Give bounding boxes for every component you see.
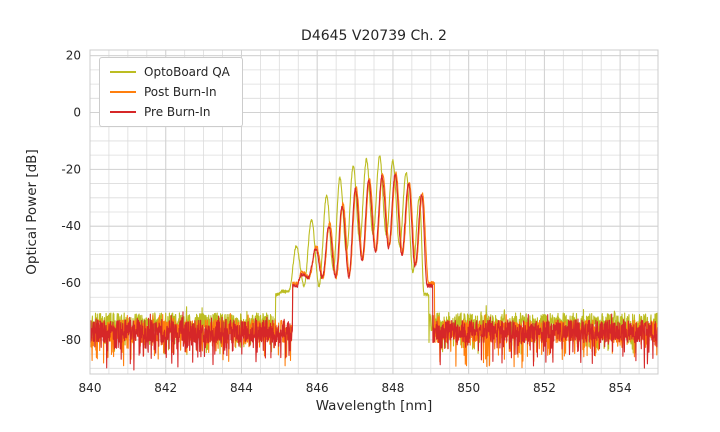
legend-label: Pre Burn-In — [144, 105, 211, 119]
x-tick-label: 844 — [230, 381, 253, 395]
y-tick-label: -60 — [61, 276, 81, 290]
legend-item: OptoBoard QA — [110, 65, 230, 79]
x-tick-label: 854 — [609, 381, 632, 395]
x-tick-label: 852 — [533, 381, 556, 395]
x-tick-label: 846 — [306, 381, 329, 395]
x-tick-label: 848 — [381, 381, 404, 395]
y-tick-label: -40 — [61, 219, 81, 233]
spectra-curves — [90, 155, 658, 371]
y-tick-label: -80 — [61, 333, 81, 347]
legend-item: Pre Burn-In — [110, 105, 230, 119]
y-tick-label: -20 — [61, 162, 81, 176]
legend: OptoBoard QA Post Burn-In Pre Burn-In — [99, 57, 243, 127]
legend-line-swatch — [110, 91, 136, 93]
x-tick-label: 842 — [154, 381, 177, 395]
y-axis-label: Optical Power [dB] — [24, 149, 40, 275]
x-tick-label: 840 — [79, 381, 102, 395]
legend-item: Post Burn-In — [110, 85, 230, 99]
x-axis-label: Wavelength [nm] — [315, 398, 433, 414]
legend-label: OptoBoard QA — [144, 65, 230, 79]
legend-line-swatch — [110, 111, 136, 113]
legend-label: Post Burn-In — [144, 85, 217, 99]
y-tick-label: 20 — [66, 49, 81, 63]
y-tick-label: 0 — [73, 106, 81, 120]
tick-labels: 840 842 844 846 848 850 852 854 20 0 -20 -40 -60 -80 — [61, 49, 631, 395]
legend-line-swatch — [110, 71, 136, 73]
axes-border — [89, 49, 659, 375]
series-line-pre-burn-in — [90, 173, 658, 371]
x-tick-label: 850 — [457, 381, 480, 395]
chart-title: D4645 V20739 Ch. 2 — [301, 28, 447, 44]
